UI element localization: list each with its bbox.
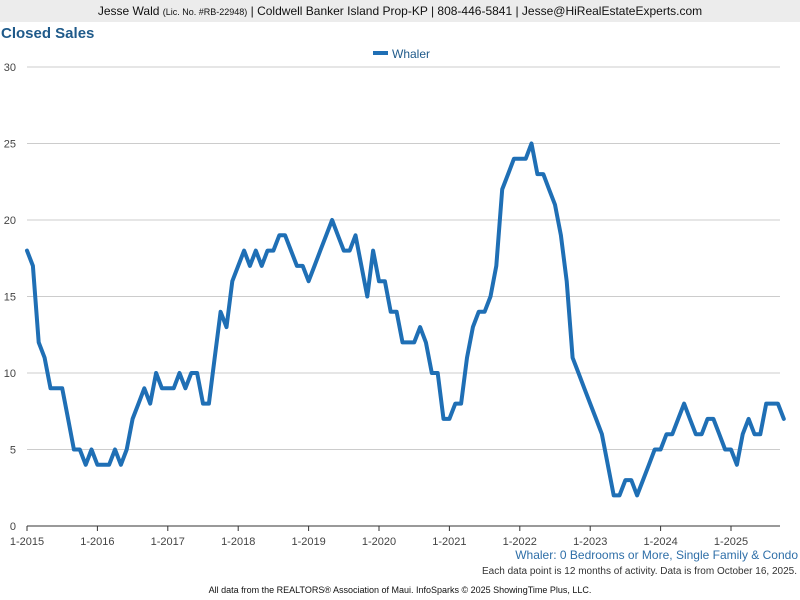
x-tick-label: 1-2018 [221, 536, 255, 548]
x-tick-label: 1-2015 [10, 536, 44, 548]
series-description: Whaler: 0 Bedrooms or More, Single Famil… [515, 548, 798, 562]
y-tick-label: 15 [4, 292, 16, 304]
x-axis: 1-2015 1-2016 1-2017 1-2018 1-2019 1-2020 1-20… [10, 525, 780, 548]
y-axis-ticks: 0 5 10 15 20 25 30 [4, 62, 16, 533]
y-tick-label: 0 [10, 521, 16, 533]
chart-title: Closed Sales [1, 25, 95, 42]
data-source: All data from the REALTORS® Association … [208, 585, 592, 595]
x-tick-label: 1-2024 [643, 536, 677, 548]
legend: Whaler [373, 47, 430, 61]
legend-label: Whaler [392, 47, 430, 61]
license-number: (Lic. No. #RB-22948) [162, 7, 248, 17]
series-group [25, 141, 786, 498]
y-tick-label: 25 [4, 139, 16, 151]
agent-contact: | Coldwell Banker Island Prop-KP | 808-4… [250, 4, 703, 18]
x-tick-label: 1-2020 [362, 536, 396, 548]
x-tick-label: 1-2016 [80, 536, 114, 548]
agent-name: Jesse Wald [97, 4, 160, 18]
y-tick-label: 5 [10, 445, 16, 457]
y-tick-label: 10 [4, 368, 16, 380]
grid-lines [27, 66, 780, 450]
y-tick-label: 30 [4, 62, 16, 74]
agent-header: Jesse Wald (Lic. No. #RB-22948) | Coldwe… [0, 0, 800, 22]
x-tick-label: 1-2021 [432, 536, 466, 548]
series-line-whaler [25, 141, 786, 498]
x-tick-label: 1-2019 [291, 536, 325, 548]
data-note: Each data point is 12 months of activity… [482, 566, 797, 577]
x-tick-label: 1-2023 [573, 536, 607, 548]
x-tick-label: 1-2025 [714, 536, 748, 548]
x-tick-label: 1-2017 [151, 536, 185, 548]
x-tick-label: 1-2022 [503, 536, 537, 548]
y-tick-label: 20 [4, 215, 16, 227]
